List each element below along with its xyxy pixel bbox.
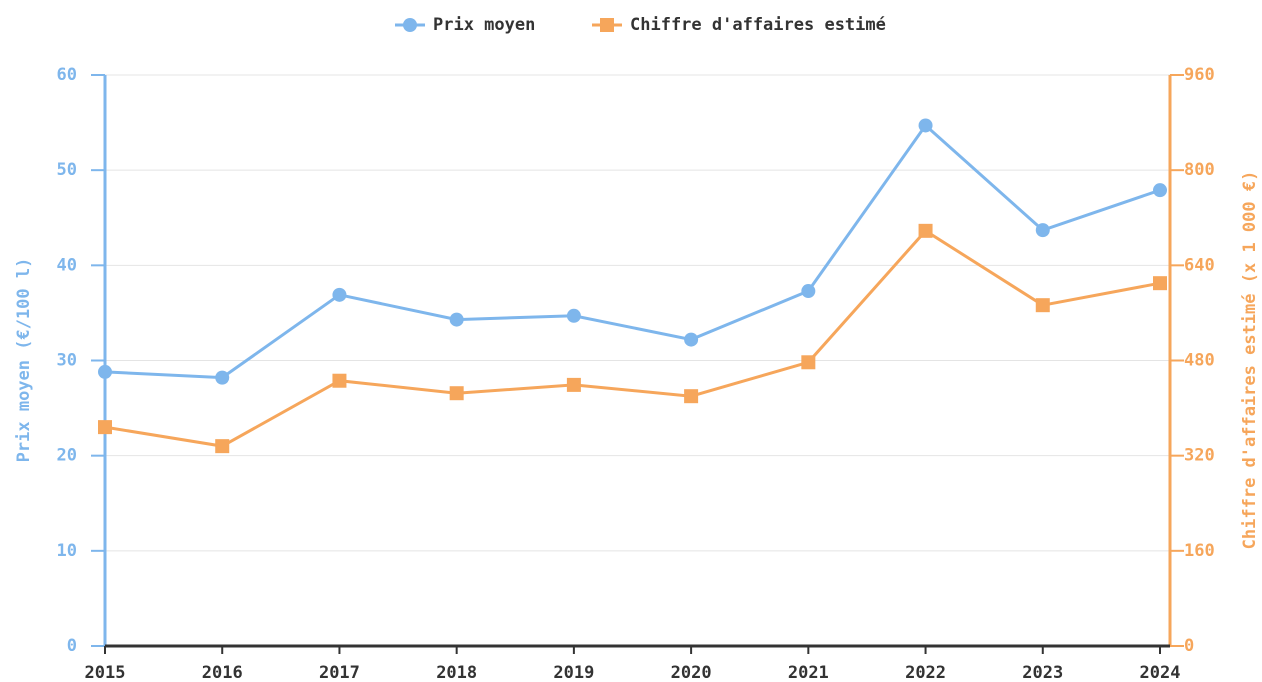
point (449, 386, 464, 401)
y-tick-label: 20 (57, 446, 77, 466)
y2-tick-label: 640 (1184, 255, 1215, 275)
point (566, 308, 581, 323)
point (98, 420, 112, 435)
x-tick-label: 2023 (1022, 663, 1063, 682)
legend-marker (403, 18, 417, 32)
series-line (104, 123, 1161, 380)
x-tick-label: 2016 (202, 663, 243, 682)
legend-marker (600, 18, 614, 32)
x-tick-label: 2024 (1140, 663, 1181, 682)
x-tick-label: 2017 (319, 663, 360, 682)
series-line (104, 228, 1161, 448)
x-tick-label: 2021 (788, 663, 829, 682)
y-tick-label: 0 (67, 636, 77, 656)
y-tick-label: 30 (57, 351, 77, 371)
x-tick-label: 2020 (671, 663, 712, 682)
point (918, 118, 933, 133)
y-tick-label: 60 (57, 65, 77, 85)
x-tick-label: 2019 (553, 663, 594, 682)
point (1035, 223, 1050, 238)
point (449, 312, 464, 327)
x-tick-label: 2015 (85, 663, 126, 682)
y2-axis-label: Chiffre d'affaires estimé (x 1 000 €) (1240, 171, 1260, 550)
y2-tick-label: 960 (1184, 65, 1215, 85)
point (332, 373, 347, 388)
point (801, 355, 816, 370)
y-axis-label: Prix moyen (€/100 l) (14, 258, 34, 463)
point (566, 377, 581, 392)
legend-label: Chiffre d'affaires estimé (630, 15, 886, 35)
point (1153, 276, 1167, 291)
legend-label: Prix moyen (433, 15, 535, 35)
point (1153, 183, 1167, 198)
point (684, 389, 699, 404)
point (215, 370, 230, 385)
point (1035, 298, 1050, 313)
y2-tick-label: 800 (1184, 160, 1215, 180)
x-tick-label: 2018 (436, 663, 477, 682)
y-tick-label: 10 (57, 541, 77, 561)
x-tick-label: 2022 (905, 663, 946, 682)
point (215, 439, 230, 454)
y-tick-label: 40 (57, 255, 77, 275)
y2-tick-label: 480 (1184, 351, 1215, 371)
point (918, 223, 933, 238)
y-tick-label: 50 (57, 160, 77, 180)
y2-tick-label: 0 (1184, 636, 1194, 656)
point (684, 332, 699, 347)
y2-tick-label: 320 (1184, 446, 1215, 466)
y2-tick-label: 160 (1184, 541, 1215, 561)
point (98, 364, 112, 379)
point (332, 287, 347, 302)
point (801, 284, 816, 299)
